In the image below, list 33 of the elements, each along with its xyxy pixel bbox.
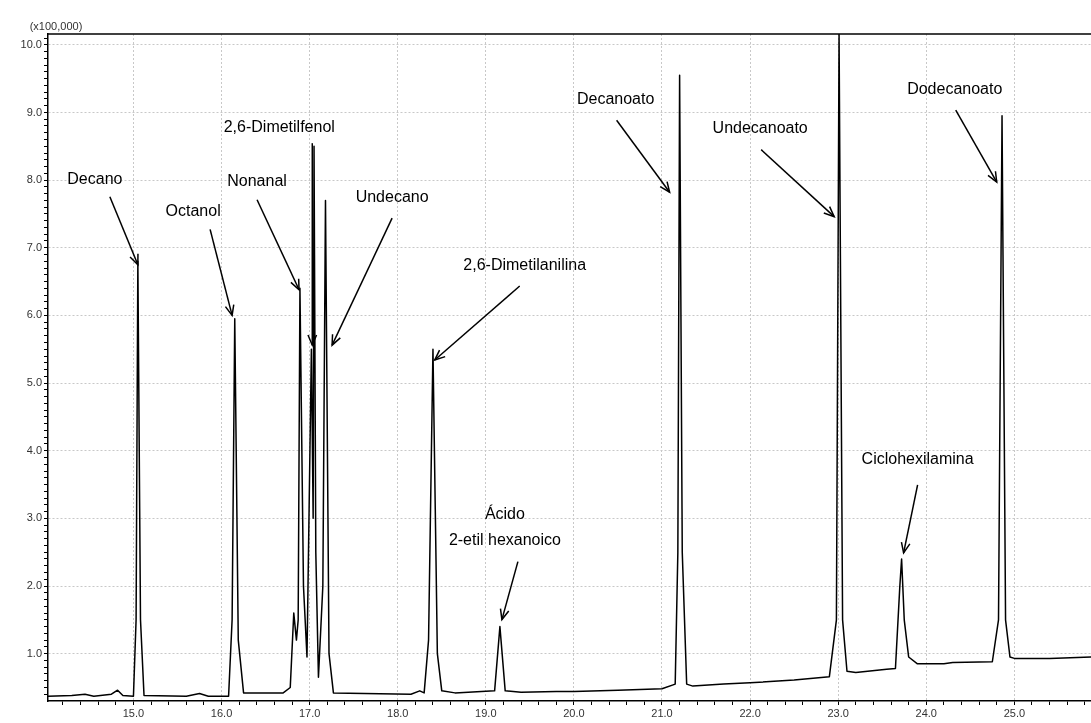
y-axis-title: (x100,000) (29, 19, 83, 32)
x-tick-label: 15.0 (122, 706, 145, 719)
annotation: Octanol (165, 201, 221, 219)
x-tick-label: 16.0 (210, 706, 233, 719)
annotation: Undecano (355, 187, 429, 205)
y-tick-label: 4.0 (26, 443, 42, 456)
y-tick-label: 5.0 (26, 376, 42, 389)
x-tick-label: 20.0 (563, 706, 585, 719)
annotation: 2,6-Dimetilfenol (223, 117, 335, 135)
annotation: Ácido 2-etil hexanoico (448, 503, 562, 548)
annotation: Dodecanoato (907, 79, 1003, 97)
x-tick-label: 22.0 (739, 706, 761, 719)
annotation: Ciclohexilamina (861, 450, 974, 468)
x-tick-label: 19.0 (475, 706, 497, 719)
x-tick-label: 23.0 (827, 706, 849, 719)
y-tick-label: 7.0 (26, 240, 42, 253)
y-tick-label: 2.0 (26, 579, 42, 592)
y-tick-label: 9.0 (26, 105, 42, 118)
y-tick-label: 3.0 (26, 511, 42, 524)
x-tick-label: 21.0 (651, 706, 673, 719)
annotation: Decano (67, 170, 123, 188)
y-tick-label: 6.0 (26, 308, 42, 321)
x-tick-label: 18.0 (387, 706, 409, 719)
x-tick-label: 17.0 (298, 706, 321, 719)
y-tick-label: 1.0 (26, 646, 42, 659)
annotation: Nonanal (227, 172, 287, 190)
annotation: 2,6-Dimetilanilina (463, 256, 587, 274)
y-tick-label: 8.0 (26, 173, 42, 186)
x-tick-label: 24.0 (915, 706, 937, 719)
y-tick-label: 10.0 (20, 37, 42, 50)
annotation: Undecanoato (712, 119, 808, 137)
x-tick-label: 25.0 (1003, 706, 1026, 719)
annotation: Decanoato (576, 89, 655, 107)
